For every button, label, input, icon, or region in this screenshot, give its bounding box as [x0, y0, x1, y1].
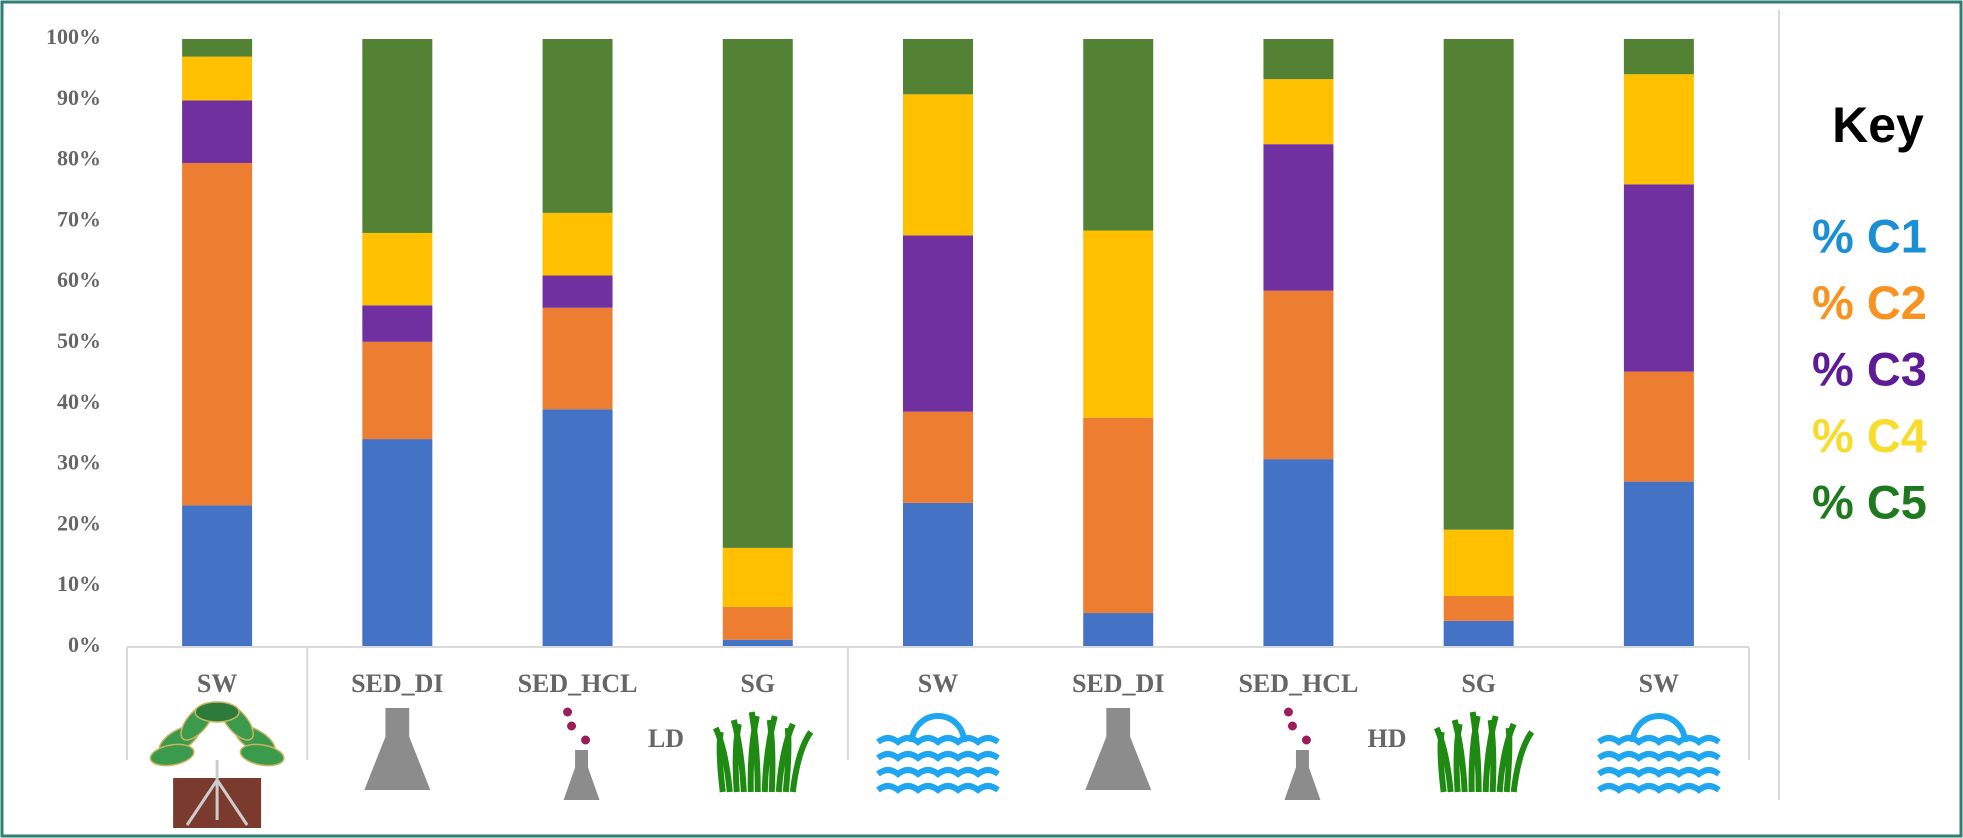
legend-entry: % C4 [1812, 409, 1927, 462]
y-tick-label: 70% [57, 206, 101, 231]
bar-segment [903, 503, 973, 647]
icon-drop [567, 722, 576, 731]
icon-drop [563, 708, 572, 717]
y-tick-label: 30% [57, 450, 101, 475]
icon-drop [1302, 736, 1311, 745]
bar-segment [1263, 39, 1333, 79]
y-tick-label: 0% [68, 632, 101, 657]
x-tick-label: SG [1461, 669, 1496, 698]
bar-segment [543, 276, 613, 308]
y-tick-label: 100% [46, 24, 101, 49]
bar-segment [182, 163, 252, 505]
icon-leaf [195, 702, 239, 722]
bar-segment [362, 342, 432, 439]
icon-wave [878, 786, 998, 790]
x-tick-label: SED_DI [351, 669, 443, 698]
bar-segment [723, 39, 793, 548]
icon-wave [1599, 786, 1719, 790]
group-label: LD [648, 724, 684, 753]
x-tick-label: SED_HCL [1238, 669, 1358, 698]
page: Key 0% 10% 20% 30% 40% 50% 60% 70% 80% 90% 100% SW S… [0, 0, 1963, 838]
bar-segment [903, 412, 973, 503]
bar-segment [723, 607, 793, 640]
y-tick-label: 20% [57, 510, 101, 535]
x-tick-label: SED_DI [1072, 669, 1164, 698]
y-tick-label: 40% [57, 389, 101, 414]
bar-segment [1263, 144, 1333, 291]
icon-wave [878, 754, 998, 758]
bar-segment [903, 39, 973, 94]
bar-segment [1083, 613, 1153, 647]
bar-segment [1083, 231, 1153, 418]
icon-wave [1599, 754, 1719, 758]
icon-wave [878, 738, 998, 742]
bar-segment [723, 548, 793, 607]
icon-wave [1599, 770, 1719, 774]
bar-segment [543, 213, 613, 276]
bar-segment [182, 505, 252, 647]
bar-segment [1624, 74, 1694, 184]
bar-segment [1444, 596, 1514, 621]
group-label: HD [1368, 724, 1407, 753]
bar-segment [362, 233, 432, 305]
bar-segment [362, 305, 432, 341]
legend-title: Key [1832, 97, 1924, 153]
legend-entry: % C1 [1812, 209, 1927, 262]
bar-segment [543, 308, 613, 410]
bar-segment [1624, 184, 1694, 371]
bar-segment [1624, 39, 1694, 74]
legend-entry: % C2 [1812, 276, 1927, 329]
x-tick-label: SED_HCL [518, 669, 638, 698]
bar-segment [1444, 39, 1514, 530]
legend-entry: % C3 [1812, 342, 1927, 395]
icon-drop [1288, 722, 1297, 731]
bar-segment [723, 640, 793, 647]
bar-segment [1083, 39, 1153, 231]
x-tick-label: SW [918, 669, 958, 698]
bar-segment [1444, 530, 1514, 596]
y-tick-label: 10% [57, 571, 101, 596]
icon-drop [1284, 708, 1293, 717]
y-tick-label: 50% [57, 328, 101, 353]
y-tick-label: 90% [57, 85, 101, 110]
bar-segment [182, 39, 252, 57]
legend-entry: % C5 [1812, 475, 1927, 528]
bar-segment [543, 409, 613, 647]
y-tick-label: 80% [57, 146, 101, 171]
icon-wave [1599, 738, 1719, 742]
bar-segment [362, 39, 432, 233]
bar-segment [182, 57, 252, 101]
x-tick-label: SW [1639, 669, 1679, 698]
bar-segment [182, 100, 252, 163]
bar-segment [1624, 372, 1694, 482]
chart: Key 0% 10% 20% 30% 40% 50% 60% 70% 80% 90% 100% SW S… [0, 0, 1963, 838]
icon-wave [878, 770, 998, 774]
icon-drop [581, 736, 590, 745]
bar-segment [1263, 79, 1333, 144]
bar-segment [1444, 621, 1514, 647]
bar-segment [1624, 482, 1694, 647]
bar-segment [903, 94, 973, 235]
bar-segment [903, 235, 973, 411]
bar-segment [543, 39, 613, 213]
x-tick-label: SW [197, 669, 237, 698]
bar-segment [362, 439, 432, 647]
bar-segment [1263, 291, 1333, 459]
bar-segment [1263, 459, 1333, 647]
y-tick-label: 60% [57, 267, 101, 292]
x-tick-label: SG [740, 669, 775, 698]
bar-segment [1083, 418, 1153, 613]
